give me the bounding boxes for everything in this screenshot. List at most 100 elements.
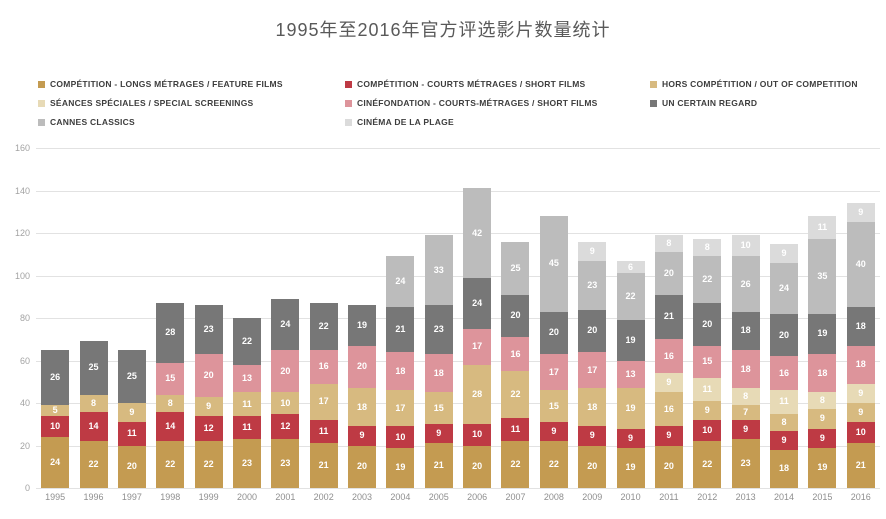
bar-segment: 21 xyxy=(309,443,338,488)
bar-segment: 9 xyxy=(770,243,798,263)
bar-segment: 9 xyxy=(654,373,683,393)
bar-segment: 15 xyxy=(424,392,453,425)
segment-value: 19 xyxy=(817,328,828,339)
bar-segment: 11 xyxy=(808,216,837,240)
legend: COMPÉTITION - LONGS MÉTRAGES / FEATURE F… xyxy=(38,79,858,127)
x-tick-label: 1999 xyxy=(198,492,219,502)
legend-item: CANNES CLASSICS xyxy=(38,117,345,127)
stacked-bar-2012: 22 10 9 11 15 20 22 8 xyxy=(693,239,722,488)
x-tick-label: 2015 xyxy=(812,492,833,502)
segment-value: 14 xyxy=(88,420,99,431)
segment-value: 20 xyxy=(126,461,137,472)
segment-value: 9 xyxy=(551,426,557,437)
y-tick-label: 140 xyxy=(14,185,30,196)
stacked-bar-2011: 20 9 16 9 16 21 20 8 xyxy=(654,235,683,488)
segment-value: 17 xyxy=(318,396,329,407)
segment-value: 22 xyxy=(548,459,559,470)
segment-value: 20 xyxy=(587,325,598,336)
gridline xyxy=(36,488,880,489)
legend-swatch-icon xyxy=(345,118,352,126)
segment-value: 10 xyxy=(855,427,866,438)
segment-value: 17 xyxy=(587,364,598,375)
x-tick-label: 1997 xyxy=(121,492,142,502)
segment-value: 11 xyxy=(510,424,521,435)
segment-value: 13 xyxy=(241,373,252,384)
segment-value: 9 xyxy=(704,404,710,415)
segment-value: 21 xyxy=(318,460,329,471)
bar-segment: 9 xyxy=(117,403,146,423)
bar-segment: 19 xyxy=(808,447,837,488)
segment-value: 16 xyxy=(510,348,521,359)
bar-segment: 8 xyxy=(770,413,798,431)
segment-value: 9 xyxy=(666,377,672,388)
segment-value: 18 xyxy=(587,401,598,412)
bar-segment: 14 xyxy=(79,411,108,442)
segment-value: 17 xyxy=(472,341,483,352)
segment-value: 16 xyxy=(663,350,674,361)
gridline xyxy=(36,318,880,319)
bar-slot: 19 9 19 13 19 22 6 xyxy=(611,148,649,488)
bar-segment: 15 xyxy=(539,390,568,423)
segment-value: 18 xyxy=(357,401,368,412)
bar-segment: 9 xyxy=(424,424,453,444)
segment-value: 20 xyxy=(357,361,368,372)
legend-item: COMPÉTITION - LONGS MÉTRAGES / FEATURE F… xyxy=(38,79,345,89)
segment-value: 20 xyxy=(548,327,559,338)
segment-value: 9 xyxy=(129,407,135,418)
segment-value: 22 xyxy=(318,321,329,331)
segment-value: 16 xyxy=(778,367,789,378)
segment-value: 35 xyxy=(817,271,828,282)
segment-value: 9 xyxy=(819,432,825,443)
segment-value: 11 xyxy=(242,398,252,409)
x-tick-label: 2003 xyxy=(352,492,373,502)
bar-segment: 8 xyxy=(156,394,185,412)
bar-segment: 20 xyxy=(539,311,568,355)
bar-segment: 9 xyxy=(770,430,798,450)
segment-value: 8 xyxy=(704,242,710,253)
segment-value: 11 xyxy=(817,222,828,233)
bar-segment: 18 xyxy=(770,449,798,488)
y-tick-label: 160 xyxy=(14,143,30,153)
segment-value: 22 xyxy=(88,459,99,470)
x-tick-label: 2013 xyxy=(735,492,756,502)
bar-segment: 23 xyxy=(424,305,453,355)
segment-value: 23 xyxy=(280,458,291,469)
bar-segment: 8 xyxy=(693,239,722,257)
x-tick-label: 2001 xyxy=(275,492,296,502)
bar-segment: 11 xyxy=(309,420,338,444)
segment-value: 40 xyxy=(855,259,866,270)
bar-segment: 22 xyxy=(232,318,261,365)
segment-value: 23 xyxy=(433,324,444,335)
segment-value: 22 xyxy=(241,335,252,346)
bar-segment: 9 xyxy=(654,426,683,446)
segment-value: 22 xyxy=(510,459,521,470)
legend-item: HORS COMPÉTITION / OUT OF COMPETITION xyxy=(650,79,858,89)
x-tick-label: 2005 xyxy=(428,492,449,502)
y-tick-label: 60 xyxy=(19,355,30,366)
bar-segment: 25 xyxy=(501,241,530,295)
bar-slot: 22 12 9 20 23 xyxy=(189,148,227,488)
bar-segment: 9 xyxy=(846,383,875,403)
bar-segment: 9 xyxy=(846,203,875,223)
segment-value: 20 xyxy=(702,318,713,329)
bar-segment: 7 xyxy=(731,405,760,420)
bar-segment: 18 xyxy=(348,388,377,427)
segment-value: 19 xyxy=(357,319,368,330)
bar-slot: 20 9 16 9 16 21 20 8 xyxy=(650,148,688,488)
legend-item: CINÉMA DE LA PLAGE xyxy=(345,117,650,127)
segment-value: 9 xyxy=(858,207,864,218)
segment-value: 9 xyxy=(781,434,787,445)
bar-segment: 13 xyxy=(232,364,261,393)
y-tick-label: 100 xyxy=(14,270,30,281)
bar-segment: 19 xyxy=(616,447,645,488)
bar-segment: 23 xyxy=(731,439,760,488)
bar-segment: 28 xyxy=(463,364,492,425)
gridline xyxy=(36,233,880,234)
bar-segment: 9 xyxy=(194,396,223,416)
legend-swatch-icon xyxy=(650,80,657,88)
bar-segment: 20 xyxy=(770,313,798,357)
segment-value: 23 xyxy=(241,458,252,469)
segment-value: 24 xyxy=(50,457,61,467)
bar-segment: 20 xyxy=(693,303,722,346)
bar-segment: 9 xyxy=(731,420,760,440)
